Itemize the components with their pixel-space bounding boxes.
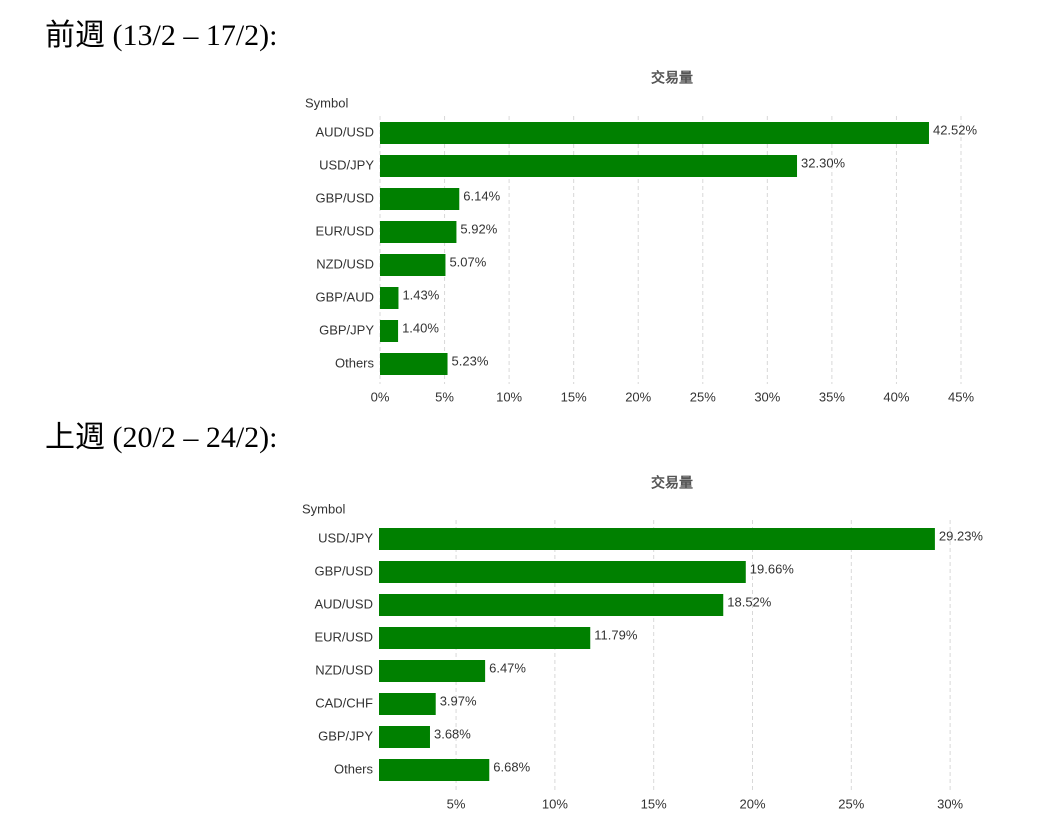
bar: [380, 221, 457, 243]
x-tick-label: 20%: [739, 796, 765, 811]
bar: [379, 627, 591, 649]
bar: [380, 287, 399, 309]
bar: [379, 759, 490, 781]
y-tick-label: USD/JPY: [319, 157, 374, 172]
data-label: 6.14%: [463, 188, 500, 203]
bar: [379, 693, 436, 715]
x-tick-label: 0%: [371, 389, 390, 404]
x-tick-label: 15%: [561, 389, 587, 404]
bar: [379, 594, 724, 616]
x-tick-label: 5%: [435, 389, 454, 404]
bar: [380, 254, 446, 276]
bar: [380, 320, 399, 342]
x-tick-label: 20%: [625, 389, 651, 404]
section-heading: 前週 (13/2 – 17/2):: [45, 19, 278, 52]
data-label: 5.07%: [449, 254, 486, 269]
y-axis-label: Symbol: [305, 95, 348, 110]
x-tick-label: 5%: [447, 796, 466, 811]
x-tick-label: 35%: [819, 389, 845, 404]
y-tick-label: EUR/USD: [315, 223, 374, 238]
bar: [379, 660, 486, 682]
y-tick-label: USD/JPY: [318, 530, 373, 545]
data-label: 3.68%: [434, 726, 471, 741]
section-heading: 上週 (20/2 – 24/2):: [45, 421, 278, 454]
x-tick-label: 40%: [883, 389, 909, 404]
x-tick-label: 15%: [641, 796, 667, 811]
x-tick-label: 10%: [542, 796, 568, 811]
x-tick-label: 25%: [690, 389, 716, 404]
bar: [379, 528, 935, 550]
x-tick-label: 30%: [937, 796, 963, 811]
y-tick-label: GBP/JPY: [318, 728, 373, 743]
x-tick-label: 10%: [496, 389, 522, 404]
data-label: 6.47%: [489, 660, 526, 675]
y-tick-label: NZD/USD: [316, 256, 374, 271]
y-tick-label: Others: [335, 355, 375, 370]
bar: [379, 561, 746, 583]
y-tick-label: CAD/CHF: [315, 695, 373, 710]
data-label: 3.97%: [440, 693, 477, 708]
bar: [380, 188, 460, 210]
y-tick-label: AUD/USD: [315, 124, 374, 139]
data-label: 5.92%: [460, 221, 497, 236]
data-label: 5.23%: [452, 353, 489, 368]
data-label: 32.30%: [801, 155, 846, 170]
bar: [380, 122, 929, 144]
y-tick-label: AUD/USD: [314, 596, 373, 611]
y-tick-label: GBP/AUD: [315, 289, 374, 304]
data-label: 1.43%: [402, 287, 439, 302]
bar: [379, 726, 430, 748]
chart-title: 交易量: [651, 475, 693, 491]
y-tick-label: Others: [334, 761, 374, 776]
y-tick-label: GBP/USD: [315, 190, 374, 205]
x-tick-label: 30%: [754, 389, 780, 404]
x-tick-label: 25%: [838, 796, 864, 811]
bar: [380, 353, 448, 375]
y-tick-label: EUR/USD: [314, 629, 373, 644]
chart-title: 交易量: [651, 70, 693, 86]
y-axis-label: Symbol: [302, 501, 345, 516]
x-tick-label: 45%: [948, 389, 974, 404]
data-label: 29.23%: [939, 528, 984, 543]
data-label: 11.79%: [594, 627, 638, 642]
y-tick-label: NZD/USD: [315, 662, 373, 677]
bar: [380, 155, 798, 177]
data-label: 18.52%: [727, 594, 772, 609]
data-label: 1.40%: [402, 320, 439, 335]
data-label: 42.52%: [933, 122, 978, 137]
y-tick-label: GBP/USD: [314, 563, 373, 578]
y-tick-label: GBP/JPY: [319, 322, 374, 337]
data-label: 6.68%: [493, 759, 530, 774]
data-label: 19.66%: [750, 561, 795, 576]
